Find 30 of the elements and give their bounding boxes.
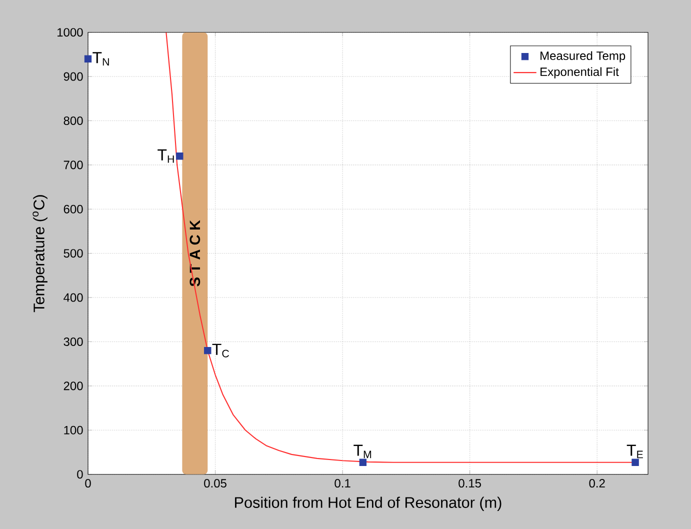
x-tick-label: 0.05: [204, 479, 226, 488]
annotation: T$_{C}$: [212, 344, 229, 358]
y-tick-label: 800: [64, 116, 83, 125]
x-tick-label: 0.15: [458, 479, 481, 488]
point: [632, 458, 639, 466]
x-tick-label: 0: [85, 479, 91, 488]
y-tick-label: 300: [64, 337, 83, 346]
y-axis-title: Temperature ($^{o}$C): [32, 195, 48, 312]
y-tick-label: 700: [64, 160, 83, 170]
x-tick-label: 0.1: [334, 479, 350, 488]
annotation: T$_{H}$: [158, 149, 174, 163]
y-tick-label: 1000: [58, 28, 83, 37]
annotation: T$_{N}$: [92, 52, 109, 66]
y-tick-label: 900: [64, 72, 83, 81]
y-tick-label: 400: [64, 293, 83, 302]
x-tick-label: 0.2: [589, 479, 605, 488]
y-tick-label: 200: [64, 382, 83, 390]
x-axis-title: Position from Hot End of Resonator (m): [235, 496, 502, 511]
point: [359, 458, 367, 466]
y-tick-label: 100: [64, 426, 83, 434]
y-tick-label: 0: [77, 470, 83, 479]
point: [204, 346, 212, 354]
y-tick-label: 500: [64, 249, 83, 258]
legend-label: Exponential Fit: [540, 67, 619, 78]
y-tick-label: 600: [64, 204, 83, 214]
annotation: T$_{E}$: [626, 444, 643, 458]
point: [176, 152, 184, 160]
point: [84, 55, 92, 62]
annotation: T$_{M}$: [354, 444, 372, 458]
legend-label: Measured Temp: [540, 51, 626, 62]
